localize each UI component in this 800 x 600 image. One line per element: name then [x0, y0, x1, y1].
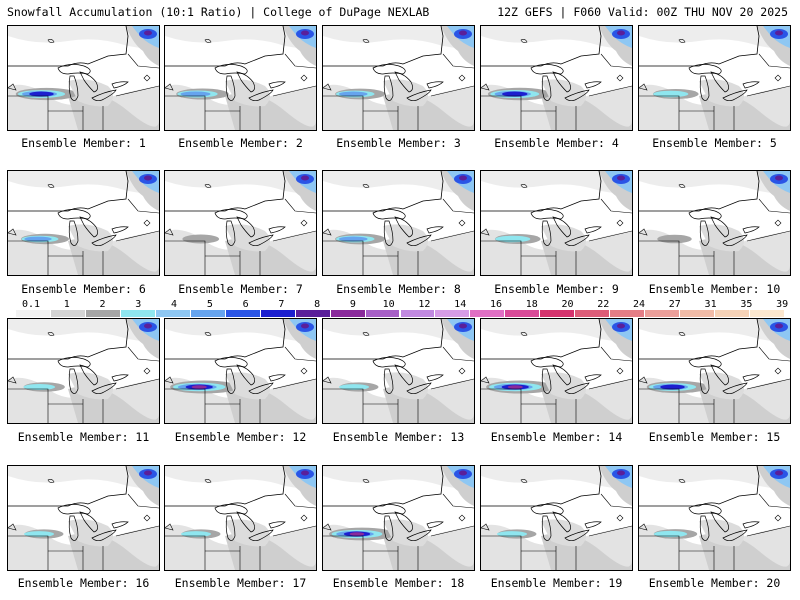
colorbar-tick-label: 22 — [597, 299, 610, 310]
ensemble-member-label: Ensemble Member: 12 — [174, 430, 307, 444]
ensemble-member-label: Ensemble Member: 16 — [17, 576, 150, 590]
colorbar-tick-label: 39 — [776, 299, 789, 310]
ensemble-member-label: Ensemble Member: 2 — [178, 136, 303, 150]
colorbar-tick-label: 27 — [668, 299, 681, 310]
ensemble-member-map — [7, 465, 160, 571]
colorbar-swatch — [435, 310, 471, 317]
colorbar-tick-label: 31 — [704, 299, 717, 310]
colorbar-swatch — [645, 310, 681, 317]
colorbar-swatch — [715, 310, 751, 317]
ensemble-member-map — [480, 318, 633, 424]
ensemble-member-label: Ensemble Member: 6 — [21, 282, 146, 296]
ensemble-member-map — [322, 170, 475, 276]
ensemble-member-map — [638, 465, 791, 571]
colorbar-swatch — [225, 310, 261, 317]
colorbar-tick-label: 5 — [206, 299, 213, 310]
ensemble-member-map — [7, 318, 160, 424]
ensemble-member-label: Ensemble Member: 9 — [494, 282, 619, 296]
ensemble-member-label: Ensemble Member: 1 — [21, 136, 146, 150]
ensemble-member-label: Ensemble Member: 3 — [336, 136, 461, 150]
colorbar-tick-label: 4 — [171, 299, 178, 310]
ensemble-member-label: Ensemble Member: 17 — [174, 576, 307, 590]
colorbar-tick-label: 24 — [633, 299, 646, 310]
ensemble-member-map — [164, 465, 317, 571]
colorbar-tick-label: 14 — [454, 299, 467, 310]
ensemble-member-label: Ensemble Member: 11 — [17, 430, 150, 444]
ensemble-member-label: Ensemble Member: 20 — [648, 576, 781, 590]
colorbar-tick-label: 2 — [99, 299, 106, 310]
ensemble-member-map — [322, 25, 475, 131]
colorbar-tick-label: 10 — [382, 299, 395, 310]
colorbar-swatch — [155, 310, 191, 317]
ensemble-member-label: Ensemble Member: 18 — [332, 576, 465, 590]
colorbar-swatch — [120, 310, 156, 317]
colorbar-swatch — [295, 310, 331, 317]
colorbar-tick-label: 12 — [418, 299, 431, 310]
ensemble-member-map — [7, 25, 160, 131]
colorbar-swatch — [85, 310, 121, 317]
colorbar-tick-label: 7 — [278, 299, 285, 310]
ensemble-member-label: Ensemble Member: 19 — [490, 576, 623, 590]
colorbar-swatch — [610, 310, 646, 317]
colorbar-tick-label: 9 — [349, 299, 356, 310]
ensemble-member-label: Ensemble Member: 10 — [648, 282, 781, 296]
ensemble-member-label: Ensemble Member: 8 — [336, 282, 461, 296]
colorbar-swatch — [400, 310, 436, 317]
ensemble-member-map — [7, 170, 160, 276]
colorbar-swatch — [190, 310, 226, 317]
ensemble-member-label: Ensemble Member: 15 — [648, 430, 781, 444]
colorbar-swatch — [750, 310, 785, 317]
ensemble-member-label: Ensemble Member: 5 — [652, 136, 777, 150]
ensemble-member-label: Ensemble Member: 7 — [178, 282, 303, 296]
colorbar-swatch — [540, 310, 576, 317]
colorbar-tick-label: 6 — [242, 299, 249, 310]
colorbar-tick-label: 20 — [561, 299, 574, 310]
colorbar-tick-label: 16 — [489, 299, 502, 310]
colorbar-tick-label: 18 — [525, 299, 538, 310]
colorbar-swatch — [260, 310, 296, 317]
ensemble-member-map — [322, 318, 475, 424]
colorbar-tick-label: 8 — [314, 299, 321, 310]
ensemble-member-map — [638, 25, 791, 131]
ensemble-member-map — [480, 170, 633, 276]
ensemble-member-label: Ensemble Member: 14 — [490, 430, 623, 444]
colorbar-tick-label: 1 — [63, 299, 70, 310]
product-title: Snowfall Accumulation (10:1 Ratio) | Col… — [7, 5, 430, 19]
ensemble-member-map — [164, 25, 317, 131]
run-info: 12Z GEFS | F060 Valid: 00Z THU NOV 20 20… — [497, 5, 788, 19]
colorbar-swatch — [505, 310, 541, 317]
ensemble-member-map — [322, 465, 475, 571]
colorbar-swatch — [50, 310, 86, 317]
colorbar-swatch — [330, 310, 366, 317]
ensemble-member-label: Ensemble Member: 13 — [332, 430, 465, 444]
colorbar-swatch — [16, 310, 51, 317]
colorbar-tick-label: 0.1 — [21, 299, 41, 310]
colorbar-tick-label: 35 — [740, 299, 753, 310]
ensemble-member-map — [638, 318, 791, 424]
colorbar-swatch — [470, 310, 506, 317]
ensemble-member-map — [638, 170, 791, 276]
colorbar-tick-label: 3 — [135, 299, 142, 310]
colorbar-swatch — [680, 310, 716, 317]
ensemble-member-map — [480, 465, 633, 571]
ensemble-member-map — [164, 170, 317, 276]
colorbar-swatch — [575, 310, 611, 317]
ensemble-member-map — [164, 318, 317, 424]
colorbar-swatch — [365, 310, 401, 317]
ensemble-member-label: Ensemble Member: 4 — [494, 136, 619, 150]
ensemble-member-map — [480, 25, 633, 131]
